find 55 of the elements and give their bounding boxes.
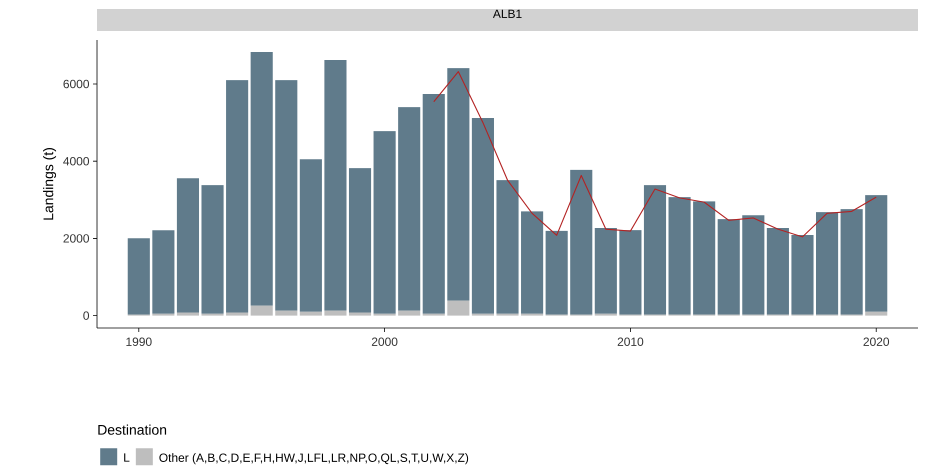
bar	[176, 312, 200, 316]
bar	[644, 185, 666, 315]
bar	[250, 52, 273, 306]
x-tick-label: 1990	[126, 338, 152, 346]
bar	[865, 312, 888, 316]
bar	[742, 215, 764, 315]
bar	[324, 60, 347, 311]
bar	[275, 310, 298, 316]
bar	[865, 195, 888, 312]
bar	[546, 230, 568, 315]
bar	[840, 209, 863, 315]
bar	[496, 180, 519, 314]
bar	[766, 228, 789, 315]
bar	[570, 170, 592, 315]
bar	[718, 219, 740, 315]
legend-title: Destination	[98, 424, 166, 435]
bar	[300, 312, 322, 316]
y-tick-label: 0	[83, 311, 90, 320]
bar	[300, 159, 322, 312]
bar	[152, 230, 174, 314]
x-tick-label: 2020	[864, 338, 890, 346]
legend-label: Other (A,B,C,D,E,F,H,HW,J,LFL,LR,NP,O,QL,S,T,U,W,X,Z)	[159, 453, 468, 464]
bar	[176, 178, 200, 313]
x-tick-label: 2010	[618, 338, 644, 346]
bar	[348, 168, 372, 313]
y-tick-label: 2000	[63, 234, 90, 243]
bar	[348, 312, 372, 316]
bar	[816, 212, 838, 315]
bar	[324, 310, 347, 316]
bar	[422, 94, 445, 314]
y-tick-label: 6000	[64, 80, 90, 88]
bar	[472, 118, 494, 314]
bar	[128, 238, 150, 315]
bar	[693, 201, 716, 315]
bar	[619, 230, 642, 315]
bar	[398, 310, 420, 316]
bar	[250, 306, 273, 316]
y-axis-title: Landings (t)	[43, 148, 56, 220]
chart-title: ALB1	[492, 10, 522, 18]
bar	[791, 234, 814, 315]
legend-label: L	[124, 453, 130, 462]
bar	[668, 197, 691, 315]
line-series	[433, 71, 877, 238]
bar	[447, 300, 470, 316]
bar	[201, 185, 224, 314]
bar	[447, 68, 470, 301]
bar	[374, 131, 396, 314]
bar	[275, 80, 298, 311]
bar	[226, 312, 248, 316]
bar	[398, 107, 420, 311]
bar	[521, 211, 544, 314]
y-tick-label: 4000	[63, 156, 90, 166]
bar	[594, 228, 617, 314]
x-tick-label: 2000	[372, 338, 398, 346]
bar	[226, 80, 248, 313]
